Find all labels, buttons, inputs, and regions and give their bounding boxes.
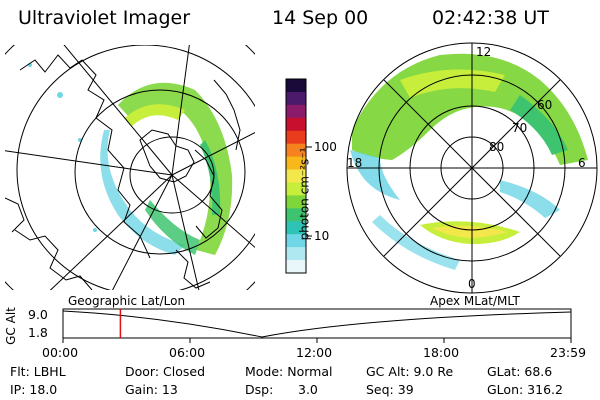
aurora-emission-geographic — [28, 63, 233, 256]
colorbar-unit-label: photon cm⁻²s⁻¹ — [297, 147, 312, 241]
glon-info: GLon: 316.2 — [487, 382, 563, 397]
mlat-label-70: 70 — [512, 121, 528, 135]
colorbar-segment — [286, 130, 306, 145]
mlt-label-18: 18 — [347, 156, 363, 170]
observation-time: 02:42:38 UT — [432, 7, 549, 29]
dsp-value: 3.0 — [298, 382, 318, 397]
colorbar-segment — [286, 143, 306, 158]
time-tick-1800: 18:00 — [423, 345, 460, 360]
time-tick-1200: 12:00 — [296, 345, 333, 360]
colorbar-segment — [286, 234, 306, 248]
mlt-label-0: 0 — [468, 277, 476, 291]
time-tick-2359: 23:59 — [550, 345, 587, 360]
colorbar-segment — [286, 208, 306, 222]
time-tick-0600: 06:00 — [169, 345, 206, 360]
dsp-label: Dsp: — [245, 382, 274, 397]
colorbar-tick-100: 100 — [314, 140, 337, 154]
colorbar-segment — [286, 260, 306, 274]
colorbar-segment — [286, 195, 306, 209]
observation-date: 14 Sep 00 — [272, 7, 369, 29]
colorbar-segment — [286, 156, 306, 171]
ip-info: IP: 18.0 — [10, 382, 58, 397]
filter-info: Flt: LBHL — [10, 364, 66, 379]
instrument-title: Ultraviolet Imager — [18, 7, 191, 29]
gain-info: Gain: 13 — [125, 382, 178, 397]
magnetic-map-label: Apex MLat/MLT — [430, 294, 520, 308]
altitude-axis-label: GC Alt — [3, 307, 18, 345]
colorbar-segment — [286, 117, 306, 132]
colorbar-segment — [286, 182, 306, 196]
altitude-plot — [62, 308, 572, 343]
time-tick-0000: 00:00 — [42, 345, 79, 360]
altitude-tick-high: 9.0 — [28, 307, 48, 322]
colorbar-segment — [286, 169, 306, 184]
colorbar-tick-10: 10 — [314, 229, 330, 243]
colorbar-segment — [286, 221, 306, 235]
geographic-map-label: Geographic Lat/Lon — [68, 294, 186, 308]
magnetic-polar-map — [346, 42, 598, 294]
mlt-label-6: 6 — [578, 156, 586, 170]
colorbar-segment — [286, 247, 306, 261]
colorbar-segment — [286, 104, 306, 119]
colorbar-segment — [286, 91, 306, 106]
door-info: Door: Closed — [125, 364, 206, 379]
colorbar-segment — [286, 79, 306, 93]
gc-alt-info: GC Alt: 9.0 Re — [366, 364, 454, 379]
colorbar — [286, 79, 306, 274]
mlat-label-60: 60 — [537, 98, 553, 112]
glat-info: GLat: 68.6 — [487, 364, 553, 379]
seq-info: Seq: 39 — [366, 382, 414, 397]
mlt-label-12: 12 — [476, 45, 492, 59]
altitude-tick-low: 1.8 — [28, 325, 48, 340]
mode-info: Mode: Normal — [245, 364, 333, 379]
mlat-label-80: 80 — [489, 140, 505, 154]
